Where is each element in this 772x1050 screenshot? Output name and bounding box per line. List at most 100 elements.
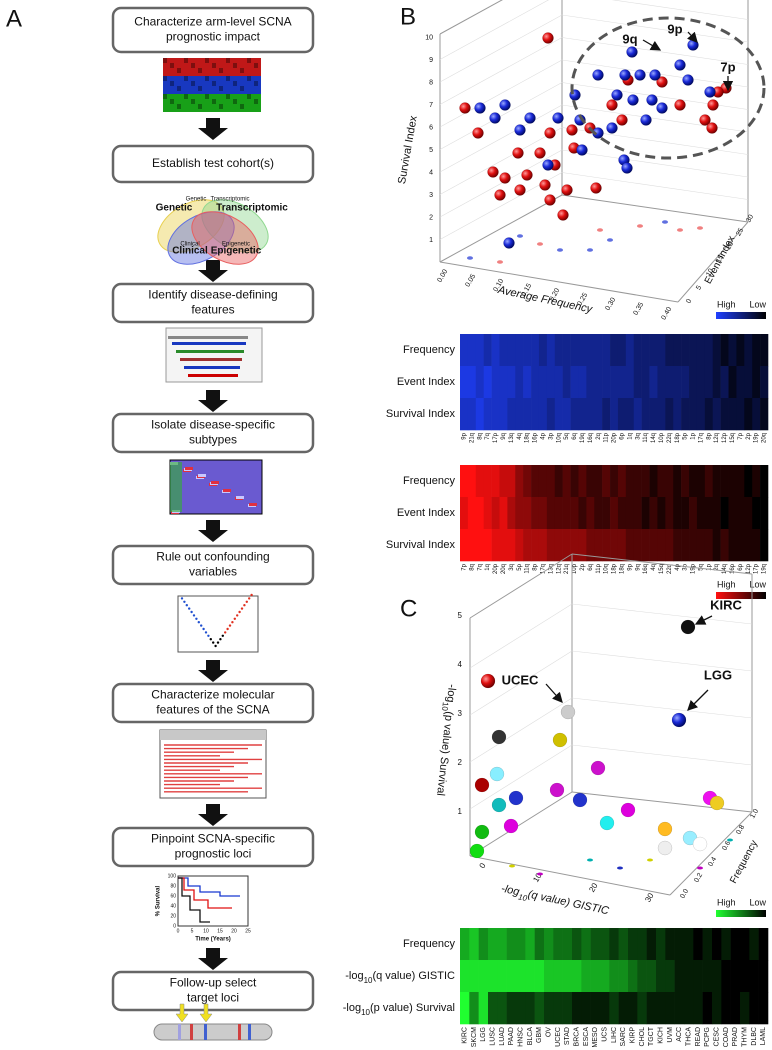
thumb-cell (163, 76, 167, 81)
step-box (111, 682, 315, 724)
column-label: 1p (706, 563, 712, 570)
column-label: LUSC (490, 1027, 497, 1046)
column-label: 11q (525, 564, 531, 574)
z-tick: 1 (458, 807, 463, 816)
heat-cell (499, 529, 508, 562)
heat-cell (633, 465, 642, 498)
sphere (491, 729, 507, 745)
heat-cell (656, 928, 666, 961)
sphere (514, 184, 526, 196)
column-label: 11p (596, 563, 602, 573)
heat-cell (515, 366, 524, 399)
heat-cell (674, 928, 685, 961)
heat-cell (497, 960, 507, 993)
thumb-dot (228, 624, 232, 627)
heat-cell (538, 366, 548, 399)
heat-cell (600, 960, 610, 993)
heat-cell (610, 497, 619, 530)
heat-cell (628, 960, 638, 993)
sphere (480, 673, 496, 689)
column-label: 12q (714, 433, 720, 443)
heat-cell (600, 928, 610, 961)
heat-cell (507, 366, 516, 399)
y-tick: 15 (715, 254, 725, 264)
heat-cell (553, 928, 563, 961)
thumb-dot (185, 604, 188, 607)
column-label: SKCM (471, 1027, 478, 1047)
heat-cell (610, 529, 619, 562)
thumb-cell (254, 99, 258, 104)
legend-bar (716, 910, 766, 917)
heat-cell (712, 529, 721, 562)
heat-cell (760, 334, 769, 367)
heat-cell (475, 529, 484, 562)
heat-cell (499, 398, 508, 431)
heat-cell (617, 398, 627, 431)
column-label: 9q (635, 564, 641, 571)
legend-label: High (717, 897, 736, 907)
heat-cell (665, 497, 674, 530)
column-label: UVM (667, 1027, 674, 1043)
sphere (472, 127, 484, 139)
heat-cell (641, 497, 650, 530)
thumb-dot (212, 641, 215, 644)
z-tick: 3 (458, 709, 463, 718)
thumb-track (168, 336, 248, 339)
km-xtick: 15 (217, 928, 223, 934)
step-text: Identify disease-defining (148, 288, 277, 302)
z-axis-label-part: (p value) Survival (434, 711, 455, 797)
thumb-cell (177, 104, 181, 109)
heat-cell (696, 398, 706, 431)
heat-cell (590, 960, 601, 993)
annotation: UCEC (502, 672, 539, 687)
column-label: 6p (619, 432, 625, 439)
heat-cell (633, 529, 642, 562)
shadow-dot (557, 248, 563, 252)
thumb (159, 729, 267, 799)
heat-cell (507, 334, 516, 367)
heat-cell (467, 465, 477, 498)
heat-cell (744, 334, 753, 367)
column-label: 9q (501, 433, 507, 440)
thumb-dot (192, 614, 196, 617)
heat-cell (562, 398, 571, 431)
legend-label: Low (749, 579, 766, 589)
thumb-cell (170, 99, 174, 104)
heat-cell (491, 465, 500, 498)
row-label: -log10(p value) Survival (343, 1002, 455, 1017)
heat-cell (657, 465, 666, 498)
heat-cell (641, 366, 650, 399)
km-ytick: 80 (170, 883, 176, 889)
heat-cell (523, 366, 532, 399)
rule (611, 0, 749, 20)
column-label: 15q (659, 564, 665, 574)
heat-cell (689, 497, 698, 530)
heat-cell (641, 529, 650, 562)
thumb-cell (219, 104, 223, 109)
thumb-dot (233, 617, 236, 620)
sphere (606, 99, 618, 111)
heat-cell (538, 465, 548, 498)
heat-cell (689, 529, 698, 562)
step-text: target loci (187, 991, 239, 1005)
column-label: 5q (698, 564, 704, 571)
heat-cell (728, 334, 737, 367)
x-axis-label-part: 10 (517, 892, 528, 903)
thumb-dot (183, 600, 186, 603)
thumb-cell (219, 86, 223, 91)
row-label-part: -log (345, 970, 363, 982)
heat-cell (506, 992, 517, 1025)
heat-cell (657, 398, 666, 431)
column-label: 7p (462, 563, 468, 570)
sphere (619, 69, 631, 81)
heat-cell (721, 928, 731, 961)
km-ytick: 0 (173, 923, 176, 929)
heat-cell (546, 529, 556, 562)
sphere (487, 166, 499, 178)
heat-cell (633, 497, 642, 530)
flow-arrow (198, 948, 228, 970)
heat-cell (483, 465, 492, 498)
column-label: DLBC (751, 1027, 758, 1046)
rule (439, 82, 563, 150)
thumb-cell (163, 94, 167, 99)
